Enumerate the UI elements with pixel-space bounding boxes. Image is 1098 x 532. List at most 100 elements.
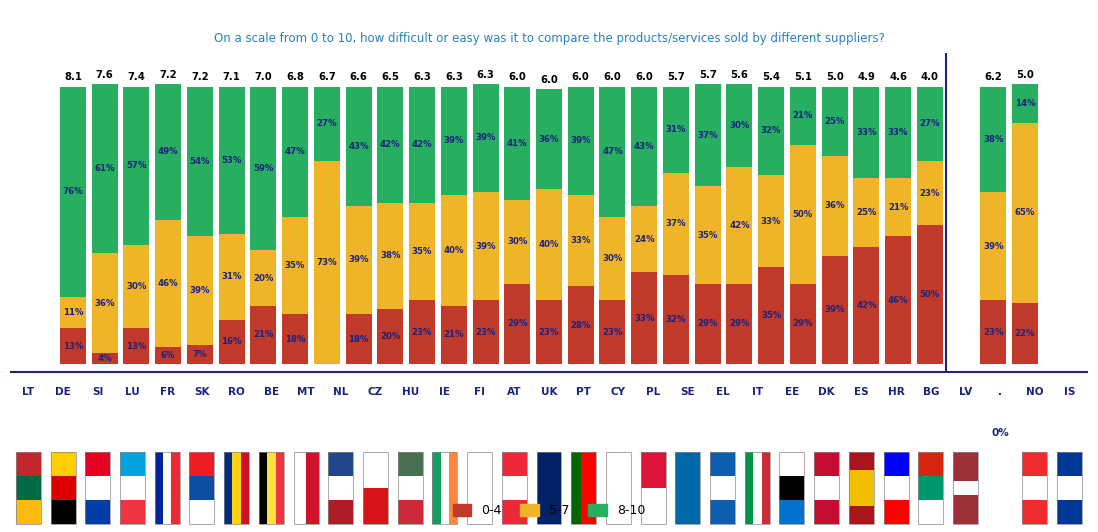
- Text: 37%: 37%: [665, 219, 686, 228]
- Text: 42%: 42%: [412, 140, 433, 149]
- Text: 33%: 33%: [856, 128, 876, 137]
- Bar: [282, 87, 309, 217]
- Text: 24%: 24%: [634, 235, 654, 244]
- Bar: [727, 167, 752, 284]
- Bar: [675, 452, 701, 524]
- Text: 38%: 38%: [380, 251, 401, 260]
- Bar: [849, 452, 874, 524]
- Text: 30%: 30%: [729, 121, 750, 130]
- Bar: [727, 84, 752, 167]
- Bar: [849, 506, 874, 524]
- Bar: [187, 236, 213, 345]
- Text: 23%: 23%: [475, 328, 496, 337]
- Bar: [1022, 452, 1047, 476]
- Legend: 0-4, 5-7, 8-10: 0-4, 5-7, 8-10: [448, 499, 650, 522]
- Text: LV: LV: [959, 387, 972, 396]
- Bar: [328, 452, 354, 476]
- Text: 5.7: 5.7: [698, 70, 717, 80]
- Bar: [60, 87, 86, 297]
- Bar: [695, 284, 720, 364]
- Bar: [853, 247, 879, 364]
- Text: 21%: 21%: [254, 330, 273, 339]
- Bar: [123, 328, 149, 364]
- Bar: [187, 87, 213, 236]
- Bar: [640, 452, 665, 524]
- Bar: [981, 87, 1007, 192]
- Bar: [918, 452, 943, 524]
- Text: BE: BE: [264, 387, 279, 396]
- Bar: [789, 87, 816, 145]
- Text: SK: SK: [194, 387, 210, 396]
- Bar: [155, 452, 180, 524]
- Bar: [981, 300, 1007, 364]
- Bar: [1012, 122, 1038, 303]
- Bar: [60, 328, 86, 364]
- Bar: [328, 476, 354, 500]
- Text: 33%: 33%: [888, 128, 908, 137]
- Bar: [363, 488, 388, 524]
- Bar: [1012, 303, 1038, 364]
- Text: 33%: 33%: [571, 236, 591, 245]
- Text: IT: IT: [752, 387, 763, 396]
- Text: 6.3: 6.3: [445, 72, 462, 82]
- Title: On a scale from 0 to 10, how difficult or easy was it to compare the products/se: On a scale from 0 to 10, how difficult o…: [214, 32, 884, 45]
- Text: BG: BG: [922, 387, 939, 396]
- Text: IE: IE: [439, 387, 450, 396]
- Text: 7.2: 7.2: [191, 72, 209, 82]
- Text: 5.0: 5.0: [826, 72, 843, 82]
- Bar: [571, 452, 596, 524]
- Bar: [821, 156, 848, 256]
- Text: 6.5: 6.5: [381, 72, 400, 82]
- Bar: [155, 347, 181, 364]
- Text: 35%: 35%: [284, 261, 305, 270]
- Text: 33%: 33%: [634, 314, 654, 323]
- Text: 25%: 25%: [825, 117, 844, 126]
- Bar: [440, 452, 449, 524]
- Bar: [1057, 500, 1083, 524]
- Bar: [675, 452, 701, 524]
- Text: 46%: 46%: [158, 279, 179, 288]
- Bar: [885, 178, 911, 236]
- Text: LU: LU: [125, 387, 139, 396]
- Bar: [710, 500, 735, 524]
- Text: RO: RO: [228, 387, 245, 396]
- Text: 33%: 33%: [761, 217, 782, 226]
- Text: 39%: 39%: [571, 136, 591, 145]
- Bar: [187, 345, 213, 364]
- Text: IS: IS: [1064, 387, 1075, 396]
- Bar: [440, 195, 467, 306]
- Text: 29%: 29%: [697, 319, 718, 328]
- Bar: [51, 452, 76, 524]
- Bar: [631, 206, 658, 272]
- Bar: [123, 87, 149, 245]
- Text: 59%: 59%: [254, 164, 273, 173]
- Text: 39%: 39%: [190, 286, 210, 295]
- Text: 7.6: 7.6: [96, 70, 113, 80]
- Text: 0%: 0%: [991, 428, 1009, 438]
- Bar: [884, 452, 909, 476]
- Text: 42%: 42%: [729, 221, 750, 230]
- Text: 50%: 50%: [920, 290, 940, 299]
- Text: 42%: 42%: [380, 140, 401, 149]
- Text: 43%: 43%: [348, 142, 369, 151]
- Bar: [758, 176, 784, 267]
- Bar: [536, 89, 562, 189]
- Text: 7.4: 7.4: [127, 72, 145, 82]
- Bar: [397, 500, 423, 524]
- Bar: [306, 452, 318, 524]
- Bar: [502, 452, 527, 476]
- Bar: [600, 300, 626, 364]
- Bar: [472, 192, 498, 300]
- Text: 6.3: 6.3: [413, 72, 430, 82]
- Text: PT: PT: [576, 387, 591, 396]
- Text: 11%: 11%: [63, 308, 83, 317]
- Bar: [397, 452, 423, 524]
- Text: 23%: 23%: [412, 328, 433, 337]
- Bar: [91, 253, 117, 353]
- Text: 43%: 43%: [634, 142, 654, 151]
- Bar: [233, 452, 240, 524]
- Bar: [328, 452, 354, 524]
- Text: FR: FR: [159, 387, 175, 396]
- Bar: [472, 300, 498, 364]
- Text: 6.8: 6.8: [287, 72, 304, 82]
